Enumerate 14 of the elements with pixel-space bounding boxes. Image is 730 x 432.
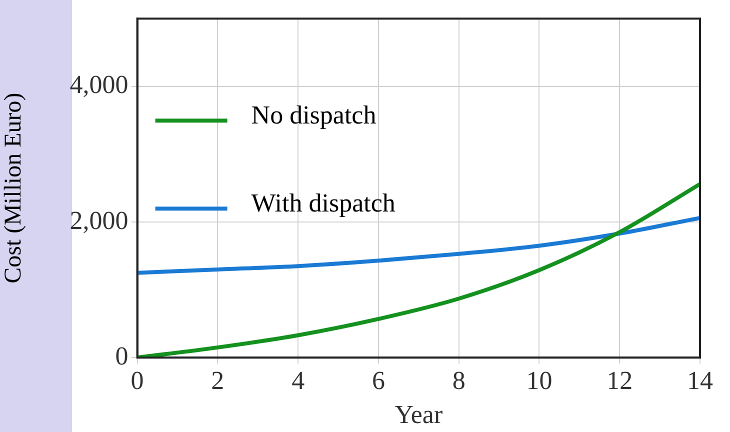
x-tick-label: 8	[452, 366, 466, 396]
x-axis-title: Year	[394, 400, 443, 430]
y-tick-label: 4,000	[70, 70, 128, 100]
x-tick-label: 2	[211, 366, 224, 396]
y-tick-label: 0	[115, 341, 128, 370]
legend-label: No dispatch	[251, 100, 376, 130]
y-tick-label: 2,000	[70, 206, 128, 235]
y-axis-title: Cost (Million Euro)	[0, 92, 27, 284]
x-tick-label: 4	[292, 366, 305, 396]
x-tick-label: 10	[526, 366, 552, 396]
x-tick-label: 6	[372, 366, 385, 396]
legend-label: With dispatch	[251, 188, 396, 218]
x-tick-label: 12	[606, 366, 633, 396]
x-tick-label: 14	[687, 366, 713, 396]
